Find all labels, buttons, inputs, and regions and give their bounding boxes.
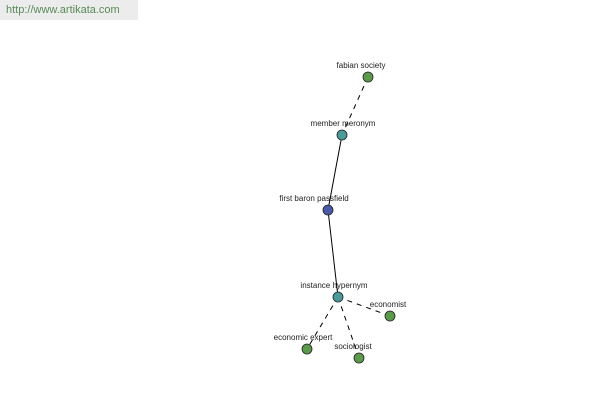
edge <box>327 209 339 298</box>
edge <box>341 76 369 136</box>
node <box>362 71 374 83</box>
node <box>353 352 365 364</box>
edge <box>337 296 360 359</box>
node <box>322 204 334 216</box>
node-label: sociologist <box>334 342 372 351</box>
node-label: economist <box>370 300 407 309</box>
node-label: fabian society <box>337 61 386 70</box>
site-url: http://www.artikata.com <box>6 4 120 16</box>
node-label: instance hypernym <box>300 281 367 290</box>
node-label: economic expert <box>274 333 333 342</box>
edge <box>306 296 339 350</box>
node <box>336 129 348 141</box>
node <box>301 343 313 355</box>
edge <box>327 134 343 211</box>
node-label: first baron passfield <box>279 194 348 203</box>
node <box>332 291 344 303</box>
node <box>384 310 396 322</box>
header: http://www.artikata.com <box>0 0 138 20</box>
node-label: member meronym <box>311 119 376 128</box>
